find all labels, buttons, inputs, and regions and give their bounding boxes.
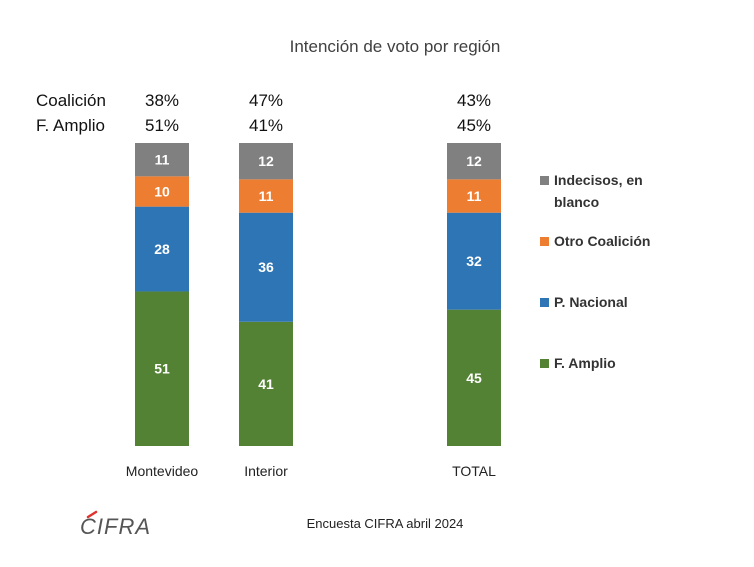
category-label: Interior: [244, 463, 288, 479]
legend-swatch: [540, 237, 549, 246]
bar-value-label: 45: [466, 370, 482, 386]
legend: Indecisos, en blanco Otro Coalición P. Naci…: [540, 172, 650, 371]
bar-segment-montevideo-3: [135, 143, 189, 177]
logo-accent-mark: [86, 510, 98, 519]
bar-value-label: 32: [466, 253, 482, 269]
legend-label: F. Amplio: [554, 355, 616, 371]
bar-segment-total-2: [447, 179, 501, 213]
bar-value-label: 11: [467, 188, 482, 204]
summary-value-famplio-total: 45%: [457, 116, 491, 135]
bar-segment-interior-2: [239, 179, 293, 213]
legend-label: Indecisos, en: [554, 172, 643, 188]
bar-segment-interior-0: [239, 321, 293, 446]
bar-value-label: 36: [258, 259, 274, 275]
bar-segment-montevideo-1: [135, 206, 189, 292]
category-label: TOTAL: [452, 463, 496, 479]
bar-value-label: 11: [259, 188, 274, 204]
summary-label-coalicion: Coalición: [36, 91, 106, 110]
legend-label: P. Nacional: [554, 294, 628, 310]
legend-label: blanco: [554, 194, 599, 210]
bar-segment-montevideo-2: [135, 176, 189, 207]
bars-layer: 51 28 10 11 Montevideo 41 36 11 12 Interior 45 32 11…: [126, 143, 501, 479]
summary-value-coalicion-montevideo: 38%: [145, 91, 179, 110]
bar-segment-total-1: [447, 212, 501, 310]
bar-value-label: 12: [466, 153, 482, 169]
legend-label: Otro Coalición: [554, 233, 650, 249]
bar-segment-interior-1: [239, 212, 293, 322]
bar-value-label: 12: [258, 153, 274, 169]
bar-segment-interior-3: [239, 143, 293, 180]
summary-value-famplio-montevideo: 51%: [145, 116, 179, 135]
bar-value-label: 41: [258, 376, 274, 392]
category-label: Montevideo: [126, 463, 199, 479]
legend-swatch: [540, 359, 549, 368]
cifra-logo: CIFRA: [80, 510, 151, 539]
bar-value-label: 28: [154, 241, 170, 257]
legend-swatch: [540, 298, 549, 307]
bar-value-label: 11: [155, 152, 170, 168]
summary-label-famplio: F. Amplio: [36, 116, 105, 135]
summary-value-coalicion-interior: 47%: [249, 91, 283, 110]
cifra-logo-text: CIFRA: [80, 514, 151, 539]
bar-segment-total-0: [447, 309, 501, 446]
bar-segment-montevideo-0: [135, 291, 189, 446]
summary-value-coalicion-total: 43%: [457, 91, 491, 110]
legend-swatch: [540, 176, 549, 185]
summary-value-famplio-interior: 41%: [249, 116, 283, 135]
bar-value-label: 51: [154, 361, 170, 377]
bar-segment-total-3: [447, 143, 501, 180]
source-note: Encuesta CIFRA abril 2024: [307, 516, 464, 531]
bar-value-label: 10: [154, 183, 170, 199]
chart-title: Intención de voto por región: [290, 37, 501, 56]
